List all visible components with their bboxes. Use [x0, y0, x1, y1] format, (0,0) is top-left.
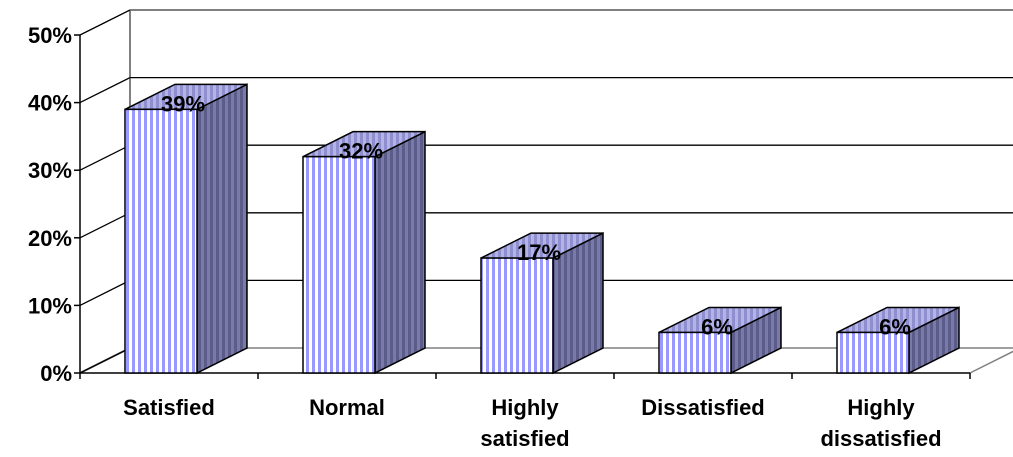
bar-0 [124, 83, 248, 375]
bar-front-2 [480, 257, 554, 374]
category-label-2-line-0: Highly [491, 395, 559, 420]
category-label-0-line-0: Satisfied [123, 395, 215, 420]
labels: 0% 10% 20% 30% 40% 50% 39% Satisfied 32% Normal 17… [28, 23, 942, 451]
gridline-diag-5 [79, 9, 131, 36]
bar-side-0 [196, 83, 248, 375]
category-label-2-line-1: satisfied [480, 426, 569, 451]
category-label-1-line-0: Normal [309, 395, 385, 420]
bar-front-4 [836, 331, 910, 374]
gridline-diag-3 [79, 144, 131, 171]
gridline-diag-2 [79, 212, 131, 239]
bar-4 [836, 306, 960, 375]
bar-front-1 [302, 155, 376, 374]
data-label-0: 39% [161, 91, 205, 116]
bar-3 [658, 306, 782, 375]
bars [124, 83, 960, 375]
bar-front-0 [124, 108, 198, 374]
y-tick-label-4: 40% [28, 91, 72, 116]
floor-right [969, 350, 1013, 374]
y-tick-label-2: 20% [28, 226, 72, 251]
bar-2 [480, 231, 604, 375]
gridline-diag-4 [79, 77, 131, 104]
category-label-3-line-0: Dissatisfied [641, 395, 765, 420]
category-label-3: Dissatisfied [641, 395, 765, 420]
category-label-1: Normal [309, 395, 385, 420]
y-tick-label-0: 0% [40, 361, 72, 386]
category-label-2: Highly satisfied [480, 395, 569, 451]
bar-front-3 [658, 331, 732, 374]
data-label-2: 17% [517, 240, 561, 265]
category-label-4-line-0: Highly [847, 395, 915, 420]
bar-1 [302, 130, 426, 375]
gridline-diag-0 [79, 347, 131, 374]
category-label-4: Highly dissatisfied [820, 395, 941, 451]
y-tick-label-1: 10% [28, 293, 72, 318]
data-label-3: 6% [701, 314, 733, 339]
y-tick-label-5: 50% [28, 23, 72, 48]
back-wall-edge [79, 10, 131, 374]
bar-side-1 [374, 130, 426, 375]
data-label-4: 6% [879, 314, 911, 339]
category-label-4-line-1: dissatisfied [820, 426, 941, 451]
category-label-0: Satisfied [123, 395, 215, 420]
gridline-diag-1 [79, 279, 131, 306]
y-tick-label-3: 30% [28, 158, 72, 183]
data-label-1: 32% [339, 139, 383, 164]
